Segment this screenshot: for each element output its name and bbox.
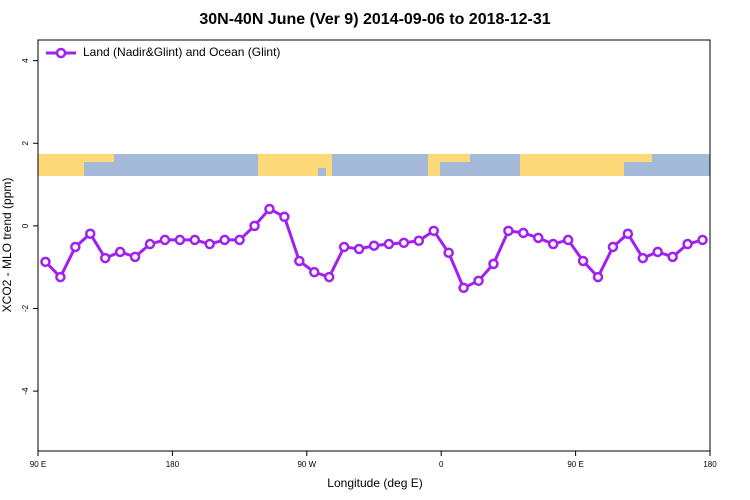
point xyxy=(99,252,111,264)
point xyxy=(114,246,126,258)
point xyxy=(488,258,499,270)
point xyxy=(577,255,589,267)
point xyxy=(682,238,693,250)
x-tick-label: 180 xyxy=(703,460,717,469)
point xyxy=(85,228,96,239)
x-tick-label: 90 W xyxy=(297,460,316,469)
point xyxy=(40,256,51,268)
point xyxy=(279,211,290,223)
point xyxy=(204,238,215,250)
point xyxy=(189,234,201,246)
legend-label: Land (Nadir&Glint) and Ocean (Glint) xyxy=(83,45,280,59)
y-tick-label: 0 xyxy=(21,223,30,228)
chart-title: 30N-40N June (Ver 9) 2014-09-06 to 2018-… xyxy=(199,11,550,28)
point xyxy=(667,251,678,263)
point xyxy=(309,266,320,278)
y-axis-label: XCO2 - MLO trend (ppm) xyxy=(0,178,14,313)
point xyxy=(622,228,634,239)
x-tick-label: 0 xyxy=(439,460,444,469)
point xyxy=(129,251,141,263)
point xyxy=(219,234,230,246)
point xyxy=(70,241,81,253)
point xyxy=(294,255,305,267)
point xyxy=(607,241,619,253)
y-tick-label: -4 xyxy=(21,387,30,395)
point xyxy=(144,238,156,250)
plot-frame xyxy=(37,39,711,452)
legend-marker xyxy=(55,47,67,59)
point xyxy=(174,234,186,246)
point xyxy=(353,243,365,255)
x-tick-label: 180 xyxy=(166,460,180,469)
point xyxy=(413,235,425,246)
point xyxy=(159,234,171,246)
point xyxy=(637,252,649,264)
point xyxy=(323,271,335,283)
x-axis-label: Longitude (deg E) xyxy=(327,476,422,490)
point xyxy=(234,234,245,246)
x-tick-label: 90 E xyxy=(30,460,46,469)
y-tick-label: 2 xyxy=(21,140,30,145)
point xyxy=(443,247,454,258)
map-strip xyxy=(38,154,710,176)
point xyxy=(533,232,544,244)
point xyxy=(518,227,529,239)
point xyxy=(249,220,260,232)
point xyxy=(473,275,484,287)
y-tick-label: -2 xyxy=(21,304,30,312)
point xyxy=(652,246,663,258)
x-tick-label: 90 E xyxy=(567,460,583,469)
point xyxy=(55,271,66,283)
point xyxy=(338,241,350,253)
point xyxy=(592,271,604,283)
point xyxy=(383,238,395,250)
point xyxy=(562,234,574,246)
point xyxy=(398,237,410,249)
point xyxy=(458,282,469,294)
y-tick-label: 4 xyxy=(21,58,30,63)
point xyxy=(503,225,514,237)
point xyxy=(547,238,559,250)
point xyxy=(368,240,380,251)
point xyxy=(697,234,708,246)
point xyxy=(428,225,439,237)
point xyxy=(264,203,275,215)
